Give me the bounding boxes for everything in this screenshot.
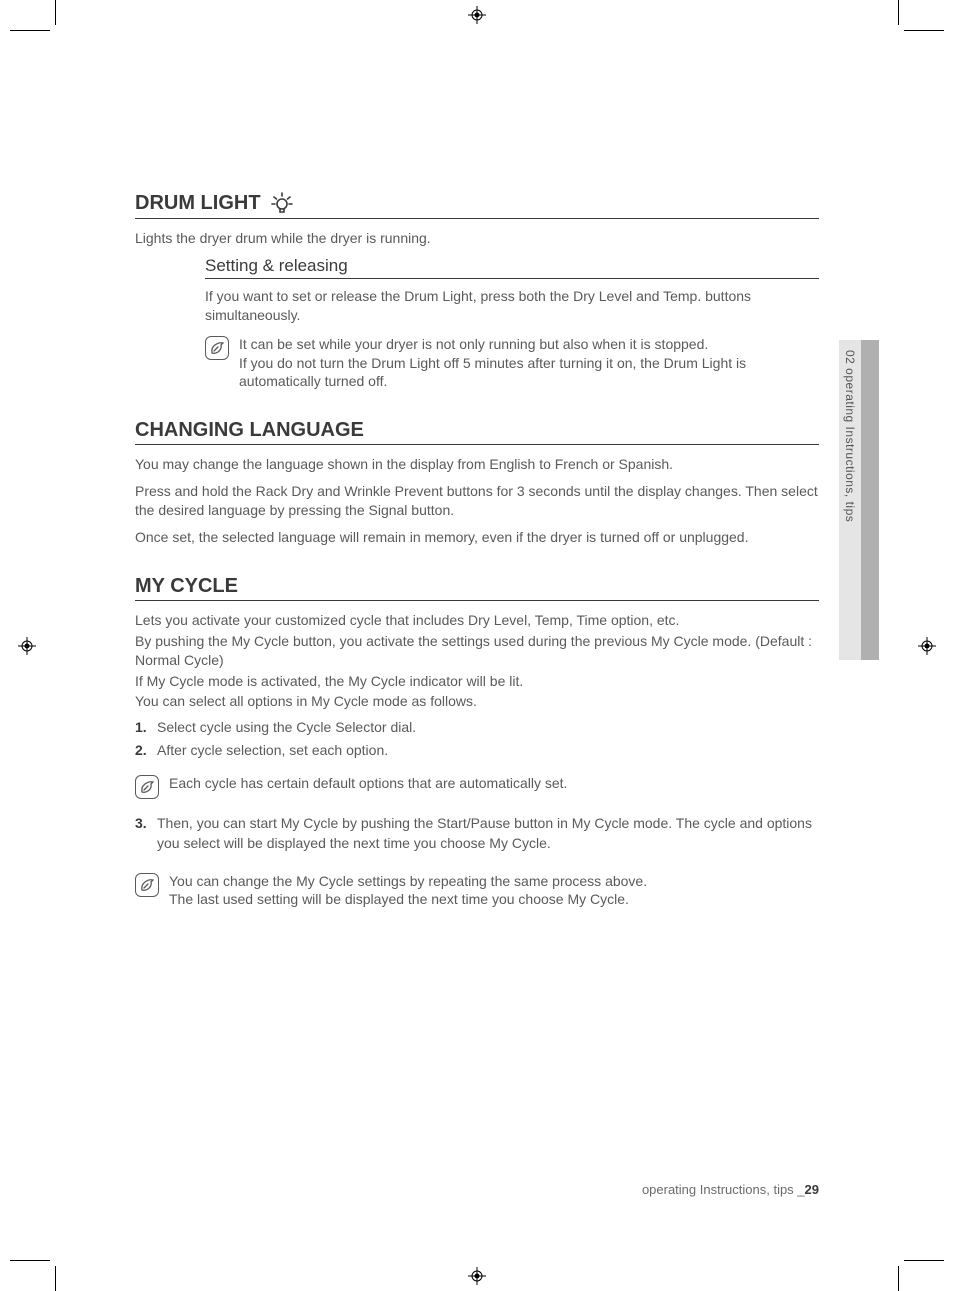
subsection-setting-releasing: Setting & releasing If you want to set o…: [205, 256, 819, 391]
paragraph: By pushing the My Cycle button, you acti…: [135, 632, 819, 670]
light-bulb-icon: [269, 190, 295, 216]
subsection-heading: Setting & releasing: [205, 256, 819, 279]
subsection-body: If you want to set or release the Drum L…: [205, 287, 819, 325]
step-number: 3.: [135, 813, 147, 833]
paragraph: If My Cycle mode is activated, the My Cy…: [135, 672, 819, 691]
tab-dark-bar: [861, 340, 879, 660]
note-line: You can change the My Cycle settings by …: [169, 873, 647, 889]
step-item: 2. After cycle selection, set each option…: [135, 740, 819, 760]
crop-mark: [10, 1260, 50, 1261]
step-text: Select cycle using the Cycle Selector di…: [157, 719, 416, 735]
step-text: Then, you can start My Cycle by pushing …: [157, 815, 812, 851]
section-my-cycle: MY CYCLE Lets you activate your customiz…: [135, 575, 819, 909]
crop-mark: [898, 0, 899, 25]
tab-label: 02 operating Instructions, tips: [837, 350, 857, 522]
note-block: It can be set while your dryer is not on…: [205, 335, 819, 392]
section-heading: DRUM LIGHT: [135, 190, 819, 219]
crop-mark: [10, 30, 50, 31]
paragraph: Press and hold the Rack Dry and Wrinkle …: [135, 482, 819, 520]
crop-mark: [904, 30, 944, 31]
note-text: Each cycle has certain default options t…: [169, 774, 567, 793]
note-icon: [135, 775, 159, 799]
note-text: You can change the My Cycle settings by …: [169, 872, 647, 910]
page-content: 02 operating Instructions, tips DRUM LIG…: [75, 60, 879, 1231]
section-drum-light: DRUM LIGHT Lights the dryer drum while t…: [135, 190, 819, 391]
note-icon: [205, 336, 229, 360]
note-text: It can be set while your dryer is not on…: [239, 335, 819, 392]
paragraph: Once set, the selected language will rem…: [135, 528, 819, 547]
note-block: Each cycle has certain default options t…: [135, 774, 819, 799]
chapter-tab: 02 operating Instructions, tips: [839, 340, 879, 660]
registration-mark-icon: [918, 637, 936, 655]
section-heading: MY CYCLE: [135, 575, 819, 601]
step-number: 1.: [135, 717, 147, 737]
step-item: 3. Then, you can start My Cycle by pushin…: [135, 813, 819, 854]
steps-list: 1. Select cycle using the Cycle Selector …: [135, 717, 819, 760]
step-text: After cycle selection, set each option.: [157, 742, 388, 758]
crop-mark: [904, 1260, 944, 1261]
intro-text: Lights the dryer drum while the dryer is…: [135, 229, 819, 248]
step-number: 2.: [135, 740, 147, 760]
note-line: If you do not turn the Drum Light off 5 …: [239, 355, 746, 390]
heading-text: MY CYCLE: [135, 575, 238, 598]
crop-mark: [898, 1266, 899, 1291]
page-footer: operating Instructions, tips _29: [642, 1182, 819, 1197]
crop-mark: [55, 0, 56, 25]
note-icon: [135, 873, 159, 897]
paragraph: You may change the language shown in the…: [135, 455, 819, 474]
footer-text: operating Instructions, tips _: [642, 1182, 805, 1197]
note-block: You can change the My Cycle settings by …: [135, 872, 819, 910]
note-line: The last used setting will be displayed …: [169, 891, 629, 907]
heading-text: DRUM LIGHT: [135, 192, 261, 215]
crop-mark: [55, 1266, 56, 1291]
step-item: 1. Select cycle using the Cycle Selector …: [135, 717, 819, 737]
registration-mark-icon: [468, 1267, 486, 1285]
note-line: It can be set while your dryer is not on…: [239, 336, 708, 352]
registration-mark-icon: [468, 6, 486, 24]
section-heading: CHANGING LANGUAGE: [135, 419, 819, 445]
page-number: 29: [805, 1182, 819, 1197]
heading-text: CHANGING LANGUAGE: [135, 419, 364, 442]
paragraph: You can select all options in My Cycle m…: [135, 692, 819, 711]
paragraph: Lets you activate your customized cycle …: [135, 611, 819, 630]
section-changing-language: CHANGING LANGUAGE You may change the lan…: [135, 419, 819, 547]
steps-list: 3. Then, you can start My Cycle by pushin…: [135, 813, 819, 854]
registration-mark-icon: [18, 637, 36, 655]
